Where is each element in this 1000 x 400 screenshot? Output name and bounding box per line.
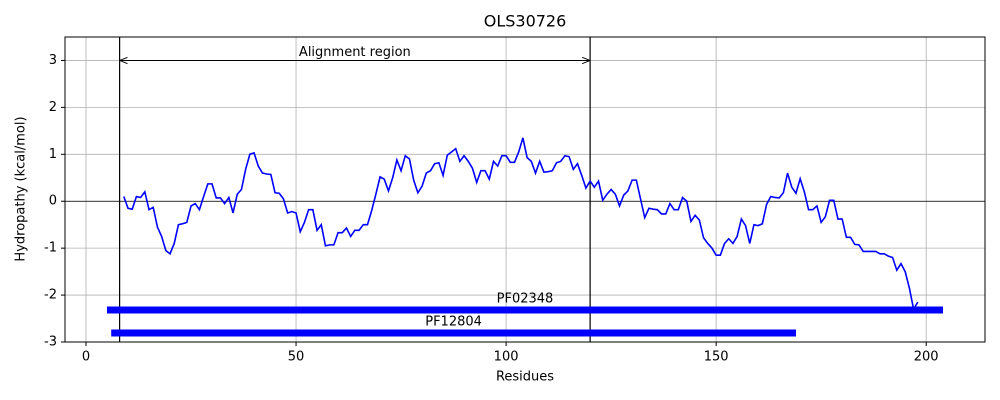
x-axis-label: Residues [496, 370, 554, 385]
annotation-label: Alignment region [299, 45, 411, 60]
domain-bar [107, 306, 943, 314]
x-tick-label: 100 [494, 350, 519, 365]
x-tick-label: 150 [704, 350, 729, 365]
x-tick-label: 200 [914, 350, 939, 365]
plot-frame [64, 36, 986, 343]
domain-label: PF12804 [425, 315, 482, 330]
x-tick-label: 50 [288, 350, 305, 365]
y-tick-label: 3 [49, 53, 57, 68]
y-tick-label: 2 [49, 100, 57, 115]
hydropathy-line [123, 137, 919, 312]
domain-label: PF02348 [497, 292, 554, 307]
y-tick-label: -3 [44, 335, 57, 350]
x-tick-label: 0 [82, 350, 90, 365]
y-tick-label: -1 [44, 241, 57, 256]
y-tick-label: 0 [49, 194, 57, 209]
chart-title: OLS30726 [484, 12, 567, 31]
y-tick-label: -2 [44, 288, 57, 303]
y-tick-label: 1 [49, 147, 57, 162]
y-axis-label: Hydropathy (kcal/mol) [14, 116, 29, 261]
domain-bar [111, 329, 796, 337]
